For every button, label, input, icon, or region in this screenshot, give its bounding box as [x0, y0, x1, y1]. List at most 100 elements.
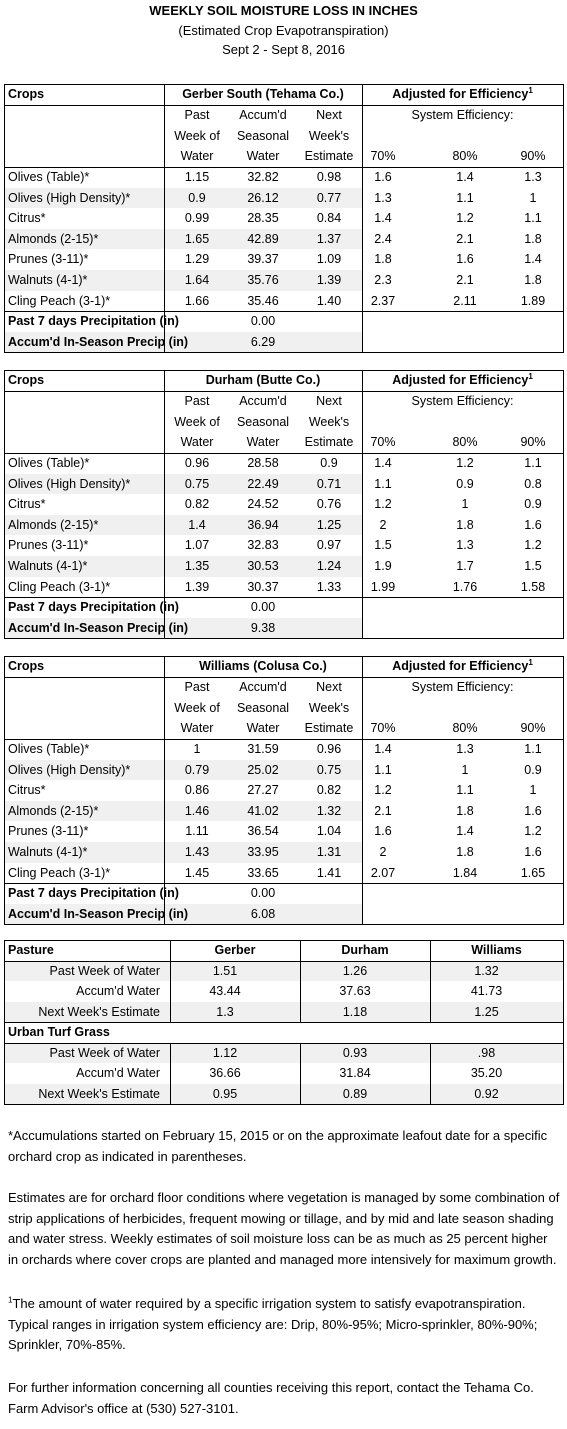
table-value: 1.89	[520, 293, 546, 308]
table-value: 39.37	[247, 252, 279, 267]
rule	[430, 960, 431, 1022]
rule	[563, 940, 564, 1104]
table-value: 0.9	[188, 190, 206, 205]
row-shade	[4, 1083, 563, 1104]
column-header: Water	[246, 435, 280, 450]
column-header: Next	[316, 108, 342, 122]
rule	[4, 311, 563, 313]
table-value: 0.97	[316, 538, 342, 553]
table-value: 1.58	[520, 579, 546, 594]
row-shade	[4, 1001, 563, 1022]
table-value: 1.1	[524, 456, 542, 470]
table-value: 0.9	[456, 476, 474, 491]
column-header: Water	[246, 149, 280, 164]
table-value: 32.82	[247, 170, 279, 184]
table-value: 28.58	[247, 456, 279, 470]
rule	[300, 940, 301, 961]
row-shade	[4, 1042, 563, 1063]
crop-name: Citrus*	[8, 783, 46, 798]
table-value: 1.4	[456, 170, 474, 184]
table-value: 2	[379, 517, 387, 532]
column-header: Past	[184, 394, 210, 408]
table-value: 0.96	[184, 456, 210, 470]
table-value: 0.82	[316, 783, 342, 798]
table-value: 31.84	[339, 1066, 371, 1080]
precip-label: Past 7 days Precipitation (in)	[8, 886, 179, 901]
row-shade	[4, 800, 362, 822]
table-value: 1.76	[452, 579, 478, 594]
table-value: 0.8	[524, 476, 542, 491]
precip-label: Past 7 days Precipitation (in)	[8, 314, 179, 329]
note: *Accumulations started on February 15, 2…	[8, 1126, 560, 1167]
table-value: 1.51	[212, 963, 238, 978]
rule	[4, 453, 563, 454]
table-value: 1.7	[456, 559, 474, 573]
table-value: 1.15	[184, 170, 210, 184]
footnote-marker: 1	[528, 371, 533, 381]
row-label: Past Week of Water	[49, 1045, 160, 1060]
table-value: 1.64	[184, 273, 210, 287]
crop-name: Olives (High Density)*	[8, 190, 131, 205]
row-shade	[4, 228, 362, 250]
rule	[4, 924, 564, 926]
table-value: 1.29	[184, 252, 210, 267]
table-value: 2.37	[370, 293, 396, 308]
table-value: 1.65	[520, 865, 546, 880]
table-value: 1.6	[524, 517, 542, 532]
crop-name: Prunes (3-11)*	[8, 824, 89, 839]
row-shade	[4, 903, 362, 925]
table-value: 27.27	[247, 783, 279, 798]
column-header: Week's	[308, 128, 350, 143]
table-value: 22.49	[247, 476, 279, 491]
crops-label: Crops	[8, 87, 45, 101]
table-value: 0.75	[316, 762, 342, 777]
table-value: 1.45	[184, 865, 210, 880]
row-label: Next Week's Estimate	[38, 1004, 160, 1019]
table-value: 35.46	[247, 293, 279, 308]
adjusted-header: Adjusted for Efficiency1	[362, 656, 563, 677]
note: For further information concerning all c…	[8, 1378, 560, 1419]
precip-label: Accum'd In-Season Precip (in)	[8, 620, 189, 635]
row-shade	[4, 960, 563, 981]
note: Estimates are for orchard floor conditio…	[8, 1188, 560, 1270]
table-value: 1.2	[524, 538, 542, 553]
table-value: .98	[477, 1045, 496, 1060]
table-value: 1.3	[456, 742, 474, 756]
table-value: 1.1	[456, 190, 474, 205]
table-value: 1.18	[342, 1004, 368, 1019]
table-value: 1	[193, 742, 201, 756]
table-value: 2.11	[453, 293, 477, 308]
table-value: 1.2	[456, 211, 474, 226]
column-header: Seasonal	[236, 414, 290, 429]
efficiency-level: 70%	[370, 149, 396, 164]
crop-name: Walnuts (4-1)*	[8, 273, 88, 287]
table-value: 1.39	[184, 579, 210, 594]
note-text: For further information concerning all c…	[8, 1380, 534, 1416]
table-value: 37.63	[339, 984, 371, 998]
column-header: Water	[180, 721, 214, 736]
row-label: Accum'd Water	[76, 1066, 160, 1080]
rule	[362, 370, 363, 639]
footnote-marker: 1	[528, 85, 533, 95]
rule	[563, 84, 564, 353]
table-value: 33.95	[247, 845, 279, 859]
table-value: 35.76	[247, 273, 279, 287]
table-value: 0.99	[184, 211, 210, 226]
table-value: 1.4	[374, 456, 392, 470]
title: WEEKLY SOIL MOISTURE LOSS IN INCHES	[149, 3, 418, 18]
footnote-marker: 1	[8, 1295, 13, 1305]
table-value: 41.02	[247, 803, 279, 818]
rule	[430, 940, 431, 961]
rule	[4, 1042, 563, 1044]
precip-value: 0.00	[250, 600, 276, 615]
crops-label: Crops	[8, 659, 45, 673]
table-value: 2.1	[456, 231, 474, 246]
table-value: 1.3	[374, 190, 392, 205]
rule	[563, 656, 564, 925]
rule	[4, 167, 563, 168]
rule	[362, 84, 363, 353]
table-value: 32.83	[247, 538, 279, 553]
table-value: 0.96	[316, 742, 342, 756]
note-text: *Accumulations started on February 15, 2…	[8, 1128, 548, 1164]
